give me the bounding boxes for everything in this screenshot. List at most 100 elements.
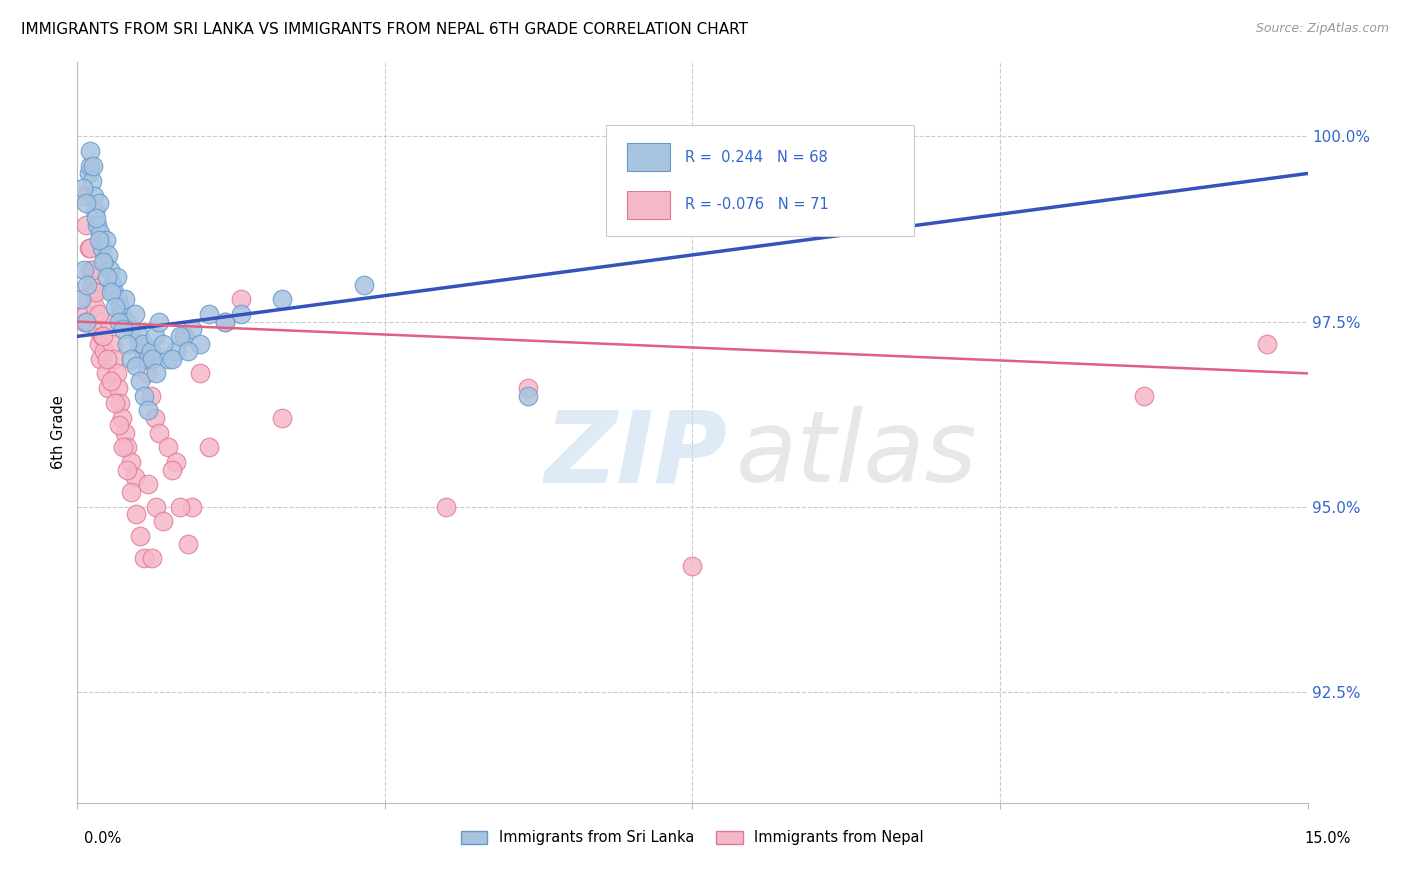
Point — [173, 329, 195, 343]
Point — [75, 219, 97, 233]
Point — [79, 145, 101, 159]
Point — [136, 403, 159, 417]
Point — [94, 367, 117, 381]
Point — [79, 262, 101, 277]
Point — [89, 226, 111, 240]
Point — [97, 248, 120, 262]
Point — [103, 351, 125, 366]
Point — [77, 240, 100, 254]
Point — [143, 410, 166, 425]
Point — [124, 470, 146, 484]
Text: IMMIGRANTS FROM SRI LANKA VS IMMIGRANTS FROM NEPAL 6TH GRADE CORRELATION CHART: IMMIGRANTS FROM SRI LANKA VS IMMIGRANTS … — [21, 22, 748, 37]
Point — [145, 367, 167, 381]
Point — [89, 307, 111, 321]
Point — [70, 293, 93, 307]
Legend: Immigrants from Sri Lanka, Immigrants from Nepal: Immigrants from Sri Lanka, Immigrants fr… — [456, 824, 929, 851]
Point — [517, 381, 540, 395]
Point — [197, 307, 219, 321]
Point — [111, 307, 134, 321]
Point — [111, 410, 134, 425]
Point — [96, 270, 118, 285]
Point — [104, 300, 127, 314]
Point — [105, 367, 128, 381]
Point — [114, 293, 136, 307]
Text: R =  0.244   N = 68: R = 0.244 N = 68 — [685, 150, 828, 165]
Point — [112, 322, 135, 336]
Point — [121, 484, 143, 499]
Point — [70, 293, 93, 307]
Point — [82, 262, 104, 277]
Point — [120, 455, 142, 469]
Bar — [627, 191, 671, 219]
Point — [115, 314, 138, 328]
Point — [84, 211, 107, 225]
Point — [75, 307, 97, 321]
Point — [96, 351, 118, 366]
Point — [128, 374, 150, 388]
Point — [107, 381, 129, 395]
Point — [188, 336, 212, 351]
Point — [136, 367, 159, 381]
Point — [160, 351, 183, 366]
Point — [214, 314, 236, 328]
Point — [165, 455, 187, 469]
Point — [82, 159, 104, 173]
Point — [231, 293, 253, 307]
Point — [117, 462, 139, 476]
Point — [72, 188, 94, 202]
Y-axis label: 6th Grade: 6th Grade — [51, 396, 66, 469]
Point — [76, 277, 98, 292]
Point — [1256, 336, 1278, 351]
Point — [108, 314, 131, 328]
Point — [141, 344, 163, 359]
Point — [114, 425, 136, 440]
Point — [89, 233, 111, 247]
Point — [82, 174, 104, 188]
Point — [91, 329, 114, 343]
Point — [86, 322, 108, 336]
Point — [104, 396, 127, 410]
Point — [152, 515, 174, 529]
Point — [231, 307, 253, 321]
Point — [98, 262, 121, 277]
Point — [197, 441, 219, 455]
Point — [177, 536, 200, 550]
Point — [112, 441, 135, 455]
Point — [115, 441, 138, 455]
Point — [93, 344, 115, 359]
Text: 0.0%: 0.0% — [84, 831, 121, 846]
Point — [120, 322, 142, 336]
Point — [132, 351, 155, 366]
Point — [97, 381, 120, 395]
Point — [124, 359, 146, 373]
Point — [141, 551, 163, 566]
Point — [132, 336, 155, 351]
Point — [169, 329, 191, 343]
Point — [89, 351, 111, 366]
Point — [93, 255, 115, 269]
Point — [94, 233, 117, 247]
Point — [84, 300, 107, 314]
Point — [271, 410, 294, 425]
Point — [72, 181, 94, 195]
Point — [136, 351, 159, 366]
Bar — [627, 143, 671, 171]
Point — [77, 166, 100, 180]
Point — [91, 255, 114, 269]
Point — [128, 529, 150, 543]
Point — [86, 219, 108, 233]
Point — [173, 329, 195, 343]
Point — [682, 558, 704, 573]
Point — [101, 277, 124, 292]
Point — [107, 293, 129, 307]
Point — [105, 270, 128, 285]
Point — [124, 307, 146, 321]
Text: 15.0%: 15.0% — [1305, 831, 1350, 846]
Point — [136, 477, 159, 491]
Text: R = -0.076   N = 71: R = -0.076 N = 71 — [685, 197, 828, 212]
Point — [73, 262, 96, 277]
Point — [143, 329, 166, 343]
Point — [100, 285, 122, 299]
Point — [353, 277, 375, 292]
Point — [98, 314, 121, 328]
